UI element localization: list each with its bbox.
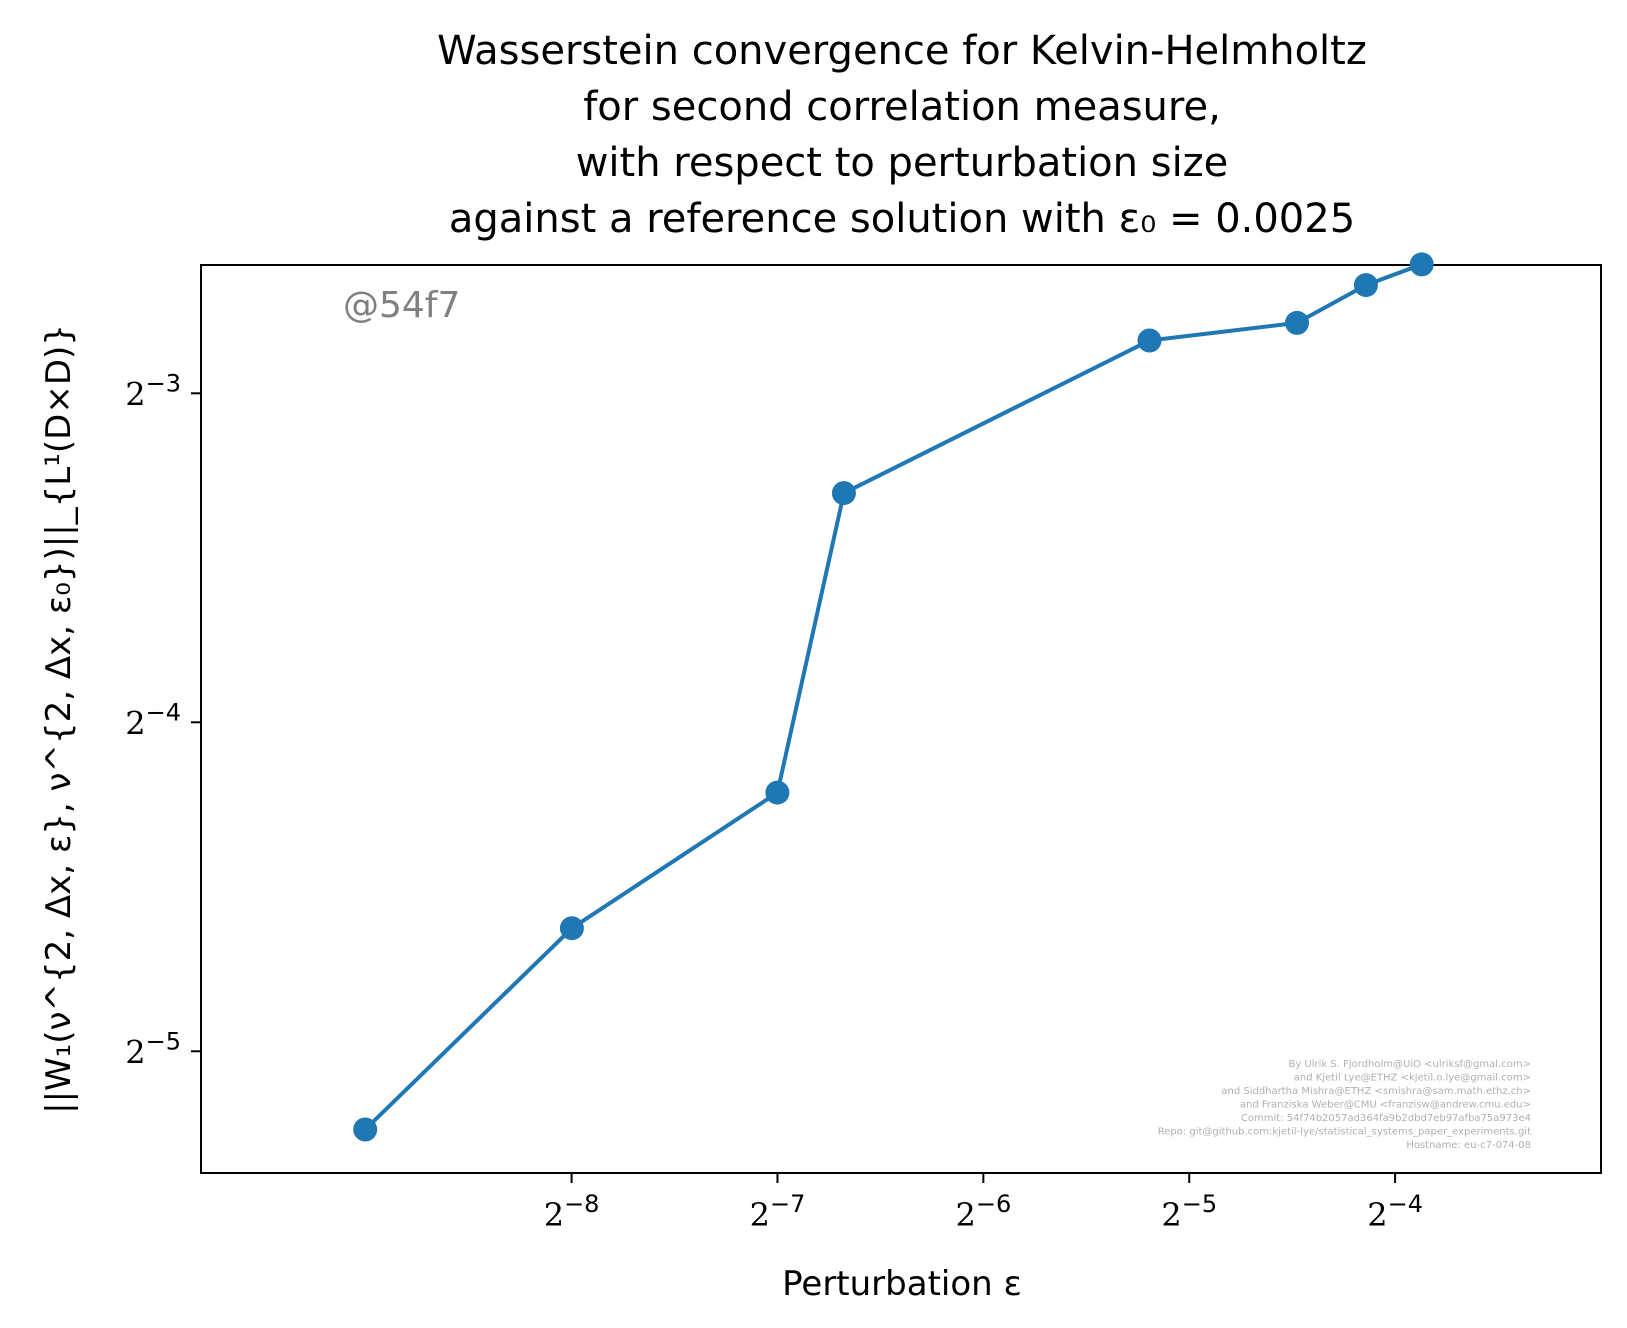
chart-title: Wasserstein convergence for Kelvin-Helmh… xyxy=(437,28,1367,242)
credit-line: and Siddhartha Mishra@ETHZ <smishra@sam.… xyxy=(1221,1086,1531,1097)
chart-title-line-2: for second correlation measure, xyxy=(583,84,1221,130)
data-point xyxy=(1137,328,1162,353)
y-tick-label: 2−4 xyxy=(125,698,181,742)
x-axis: 2−8 2−7 2−6 2−5 2−4 xyxy=(544,1173,1423,1234)
credit-line: Repo: git@github.com:kjetil-lye/statisti… xyxy=(1158,1127,1531,1138)
x-axis-label: Perturbation ε xyxy=(782,1264,1022,1304)
plot-area xyxy=(200,264,1602,1174)
series-line xyxy=(363,262,1423,1131)
x-tick-label: 2−6 xyxy=(955,1190,1011,1234)
chart-title-line-1: Wasserstein convergence for Kelvin-Helmh… xyxy=(437,28,1367,74)
data-point xyxy=(765,780,790,805)
x-tick-label: 2−4 xyxy=(1367,1190,1423,1234)
credit-line: Commit: 54f74b2057ad364fa9b2dbd7eb97afba… xyxy=(1241,1113,1531,1124)
data-point xyxy=(1353,273,1378,298)
series-layer xyxy=(353,252,1434,1142)
data-point xyxy=(559,916,584,941)
chart-title-line-3: with respect to perturbation size xyxy=(576,140,1229,186)
data-point xyxy=(1409,252,1434,277)
credit-line: Hostname: eu-c7-074-08 xyxy=(1406,1140,1531,1151)
data-point xyxy=(353,1117,378,1142)
y-axis-label: ||W₁(ν^{2, Δx, ε}, ν^{2, Δx, ε₀})||_{L¹(… xyxy=(39,324,79,1114)
data-point xyxy=(831,481,856,506)
credit-line: and Franziska Weber@CMU <franzisw@andrew… xyxy=(1240,1100,1531,1111)
watermark-label: @54f7 xyxy=(343,285,460,326)
x-tick-label: 2−5 xyxy=(1161,1190,1217,1234)
x-tick-label: 2−7 xyxy=(750,1190,806,1234)
y-tick-label: 2−5 xyxy=(125,1027,181,1071)
data-point xyxy=(1285,310,1309,335)
credit-line: By Ulrik S. Fjordholm@UiO <ulriksf@gmal.… xyxy=(1289,1059,1532,1070)
y-tick-label: 2−3 xyxy=(125,369,181,413)
x-tick-label: 2−8 xyxy=(544,1190,600,1234)
credits-block: By Ulrik S. Fjordholm@UiO <ulriksf@gmal.… xyxy=(1158,1059,1531,1151)
chart-title-line-4: against a reference solution with ε₀ = 0… xyxy=(449,196,1355,242)
credit-line: and Kjetil Lye@ETHZ <kjetil.o.lye@gmail.… xyxy=(1294,1073,1531,1084)
y-axis: 2−3 2−4 2−5 xyxy=(125,369,201,1071)
